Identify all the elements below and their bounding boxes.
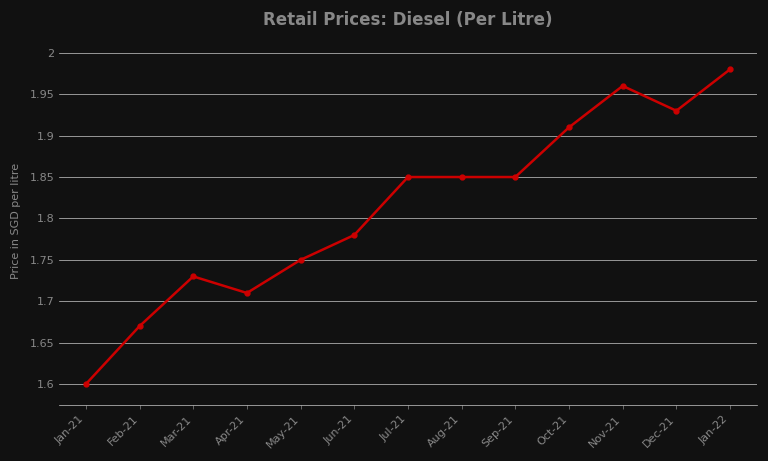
Title: Retail Prices: Diesel (Per Litre): Retail Prices: Diesel (Per Litre) [263, 11, 553, 29]
Y-axis label: Price in SGD per litre: Price in SGD per litre [11, 162, 21, 278]
